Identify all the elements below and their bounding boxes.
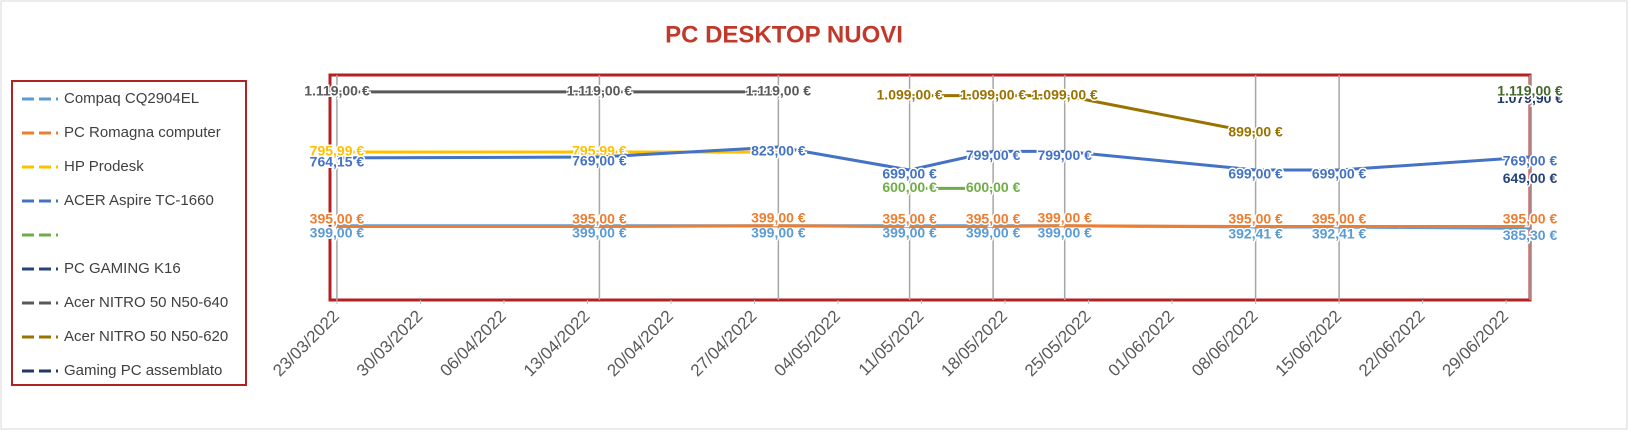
series-line (336, 145, 1531, 172)
data-label: 1.099,00 € (1032, 86, 1098, 102)
legend-label: PC GAMING K16 (64, 260, 181, 277)
series-line (336, 224, 1530, 229)
data-label: 1.099,00 € (877, 86, 943, 102)
data-label: 764,15 € (310, 154, 365, 170)
series-line (909, 94, 1256, 135)
data-label: 699,00 € (1312, 166, 1367, 182)
legend-label: PC Romagna computer (64, 124, 221, 141)
data-label: 1.119,00 € (567, 83, 633, 99)
data-label: 799,00 € (1037, 147, 1092, 163)
data-label: 1.099,00 € (960, 86, 1026, 102)
data-label: 399,00 € (1037, 210, 1092, 226)
data-label: 395,00 € (882, 210, 937, 226)
data-label: 699,00 € (1228, 166, 1283, 182)
data-label: 392,41 € (1228, 226, 1283, 242)
data-label: 600,00 € (882, 179, 937, 195)
legend-label: Gaming PC assemblato (64, 362, 222, 379)
data-label: 600,00 € (966, 179, 1021, 195)
legend-label: Acer NITRO 50 N50-640 (64, 294, 228, 311)
data-label: 899,00 € (1228, 124, 1283, 140)
data-label: 392,41 € (1312, 226, 1367, 242)
data-label: 395,00 € (310, 210, 365, 226)
data-label: 399,00 € (751, 225, 806, 241)
data-label: 699,00 € (882, 166, 937, 182)
data-label: 1.079,90 € (1497, 90, 1563, 106)
data-label: 799,00 € (966, 147, 1021, 163)
data-label: 1.119,00 € (304, 83, 370, 99)
data-label: 395,00 € (572, 210, 627, 226)
data-label: 795,99 € (310, 143, 365, 159)
data-label: 399,00 € (1037, 225, 1092, 241)
chart-title: PC DESKTOP NUOVI (665, 21, 903, 48)
legend-label: HP Prodesk (64, 158, 144, 175)
data-label: 395,00 € (1503, 210, 1558, 226)
data-label: 385,30 € (1503, 227, 1558, 243)
data-label: 395,00 € (966, 210, 1021, 226)
legend-label: Compaq CQ2904EL (64, 90, 199, 107)
data-label: 1.119,00 € (1497, 83, 1563, 99)
data-label: 769,00 € (1503, 153, 1558, 169)
data-label: 823,00 € (751, 143, 806, 159)
data-label: 649,00 € (1503, 170, 1558, 186)
data-label: 395,00 € (1228, 210, 1283, 226)
data-label: 399,00 € (751, 210, 806, 226)
legend-label: Acer NITRO 50 N50-620 (64, 328, 228, 345)
data-label: 395,00 € (1312, 210, 1367, 226)
legend-label: ACER Aspire TC-1660 (64, 192, 214, 209)
data-label: 1.119,00 € (746, 83, 812, 99)
data-label: 769,00 € (572, 153, 627, 169)
